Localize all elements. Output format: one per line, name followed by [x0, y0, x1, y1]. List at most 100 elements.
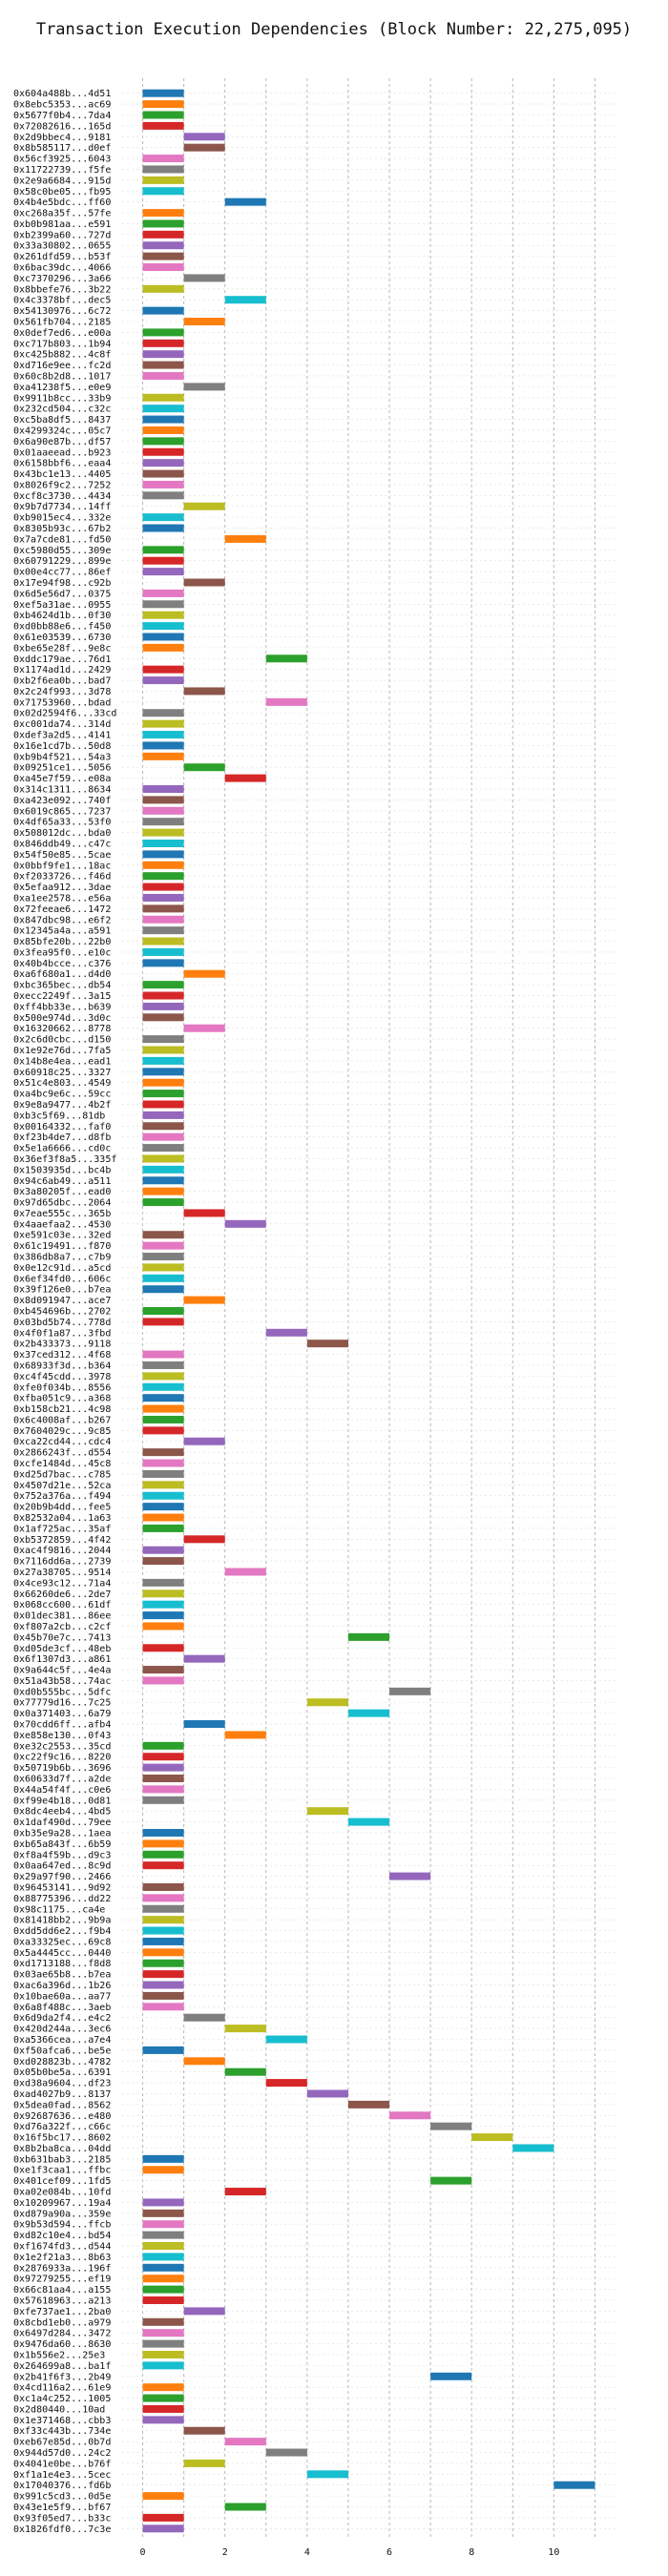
y-tick-label: 0xb2399a60...727d	[13, 230, 111, 240]
bar	[347, 1709, 390, 1717]
y-tick-label: 0x10209967...19a4	[13, 2198, 111, 2209]
bar	[142, 2296, 184, 2304]
x-tick-label: 0	[140, 2547, 146, 2558]
y-tick-label: 0x17040376...fd6b	[13, 2481, 111, 2491]
y-tick-label: 0x232cd504...c32c	[13, 405, 111, 415]
y-tick-label: 0x16f5bc17...8602	[13, 2133, 111, 2144]
y-tick-label: 0xf33c443b...734e	[13, 2426, 111, 2437]
bar	[142, 459, 184, 467]
y-tick-label: 0x846ddb49...c47c	[13, 839, 111, 849]
bar	[183, 383, 225, 391]
bar	[553, 2481, 595, 2489]
bar	[142, 622, 184, 631]
y-tick-label: 0x72feeae6...1472	[13, 904, 111, 915]
bar	[142, 1937, 184, 1945]
y-tick-label: 0x00164332...faf0	[13, 1122, 111, 1132]
y-tick-label: 0x6019c865...7237	[13, 806, 111, 817]
y-tick-label: 0x81418bb2...9b9a	[13, 1916, 111, 1926]
y-tick-label: 0x847dbc98...e6f2	[13, 915, 111, 925]
y-tick-label: 0x264699a8...ba1f	[13, 2361, 111, 2372]
y-tick-label: 0x54f50e85...5cae	[13, 850, 111, 861]
y-tick-label: 0x11722739...f5fe	[13, 165, 111, 176]
y-tick-label: 0x10bae60a...aa77	[13, 1991, 111, 2002]
y-tick-label: 0x60c8b2d8...1017	[13, 371, 111, 382]
bar	[142, 926, 184, 935]
bar	[142, 1263, 184, 1272]
bar	[142, 1187, 184, 1195]
bar	[142, 1622, 184, 1631]
bar	[142, 89, 184, 97]
y-tick-label: 0xa33325ec...69c8	[13, 1937, 111, 1947]
bar	[347, 2100, 390, 2109]
y-tick-label: 0x58c0be05...fb95	[13, 187, 111, 197]
bar	[142, 2285, 184, 2294]
y-tick-label: 0xcfe1484d...45c8	[13, 1459, 111, 1469]
y-tick-label: 0xd0bb88e6...f450	[13, 622, 111, 633]
y-tick-label: 0x68933f3d...b364	[13, 1361, 111, 1371]
y-tick-label: 0xd028823b...4782	[13, 2057, 111, 2067]
bar	[142, 263, 184, 272]
bar	[142, 1828, 184, 1837]
bar	[142, 1404, 184, 1413]
bar	[183, 133, 225, 141]
y-tick-label: 0x43e1e5f9...bf67	[13, 2503, 111, 2513]
bar	[183, 143, 225, 152]
y-tick-label: 0x6c4008af...b267	[13, 1415, 111, 1425]
y-tick-label: 0xb3c5f69...81db	[13, 1111, 105, 1121]
bar	[306, 1807, 348, 1816]
bar	[142, 1775, 184, 1783]
y-tick-label: 0xc425b882...4c8f	[13, 350, 111, 361]
y-tick-label: 0x2b41f6f3...2b49	[13, 2372, 111, 2382]
bar	[142, 2394, 184, 2402]
y-tick-label: 0x9911b8cc...33b9	[13, 393, 111, 404]
y-tick-label: 0x29a97f90...2466	[13, 1872, 111, 1882]
bar	[142, 589, 184, 597]
y-tick-label: 0x71753960...bdad	[13, 697, 111, 708]
y-tick-label: 0xc1a4c252...1005	[13, 2394, 111, 2404]
bar	[142, 155, 184, 163]
bar	[183, 2057, 225, 2066]
y-tick-label: 0xac6a396d...1b26	[13, 1981, 111, 1991]
bar	[224, 2438, 266, 2446]
bar	[224, 1568, 266, 1576]
y-tick-label: 0x1826fdf0...7c3e	[13, 2524, 111, 2535]
y-tick-label: 0xd25d7bac...c785	[13, 1469, 111, 1480]
y-tick-label: 0x4507d21e...52ca	[13, 1481, 111, 1491]
bar	[142, 741, 184, 750]
y-tick-label: 0xc001da74...314d	[13, 719, 111, 730]
bar	[142, 546, 184, 554]
y-tick-label: 0x9b53d594...ffcb	[13, 2220, 111, 2231]
y-tick-label: 0x604a488b...4d51	[13, 89, 111, 99]
bar	[142, 1111, 184, 1119]
y-tick-label: 0x9476da60...8630	[13, 2339, 111, 2350]
bar	[224, 534, 266, 543]
bar	[142, 556, 184, 565]
bar	[142, 284, 184, 293]
bar	[142, 1524, 184, 1532]
y-tick-label: 0xa5366cea...a7e4	[13, 2035, 111, 2046]
y-tick-label: 0xf1a1e4e3...5cec	[13, 2470, 111, 2481]
y-tick-label: 0xb4624d1b...0f30	[13, 611, 111, 621]
y-tick-label: 0xfe737ae1...2ba0	[13, 2307, 111, 2317]
bar	[142, 2242, 184, 2251]
bar	[142, 2416, 184, 2424]
bar	[142, 1285, 184, 1294]
bar	[389, 1687, 431, 1695]
bar	[306, 1698, 348, 1707]
y-tick-label: 0x0e12c91d...a5cd	[13, 1263, 111, 1274]
y-tick-label: 0x1503935d...bc4b	[13, 1165, 111, 1175]
bar	[183, 2426, 225, 2435]
y-tick-label: 0x57618963...a213	[13, 2296, 111, 2306]
y-tick-label: 0x401cef09...1fd5	[13, 2176, 111, 2187]
y-tick-label: 0x2d80440...10ad	[13, 2404, 105, 2415]
y-tick-label: 0x82532a04...1a63	[13, 1513, 111, 1524]
y-tick-label: 0xb158cb21...4c98	[13, 1404, 111, 1415]
y-tick-label: 0x92687636...e480	[13, 2111, 111, 2122]
bar	[142, 1589, 184, 1598]
y-tick-label: 0x8b2ba8ca...04dd	[13, 2144, 111, 2154]
bar	[183, 1654, 225, 1663]
y-tick-label: 0x5a4445cc...0440	[13, 1948, 111, 1959]
bar	[142, 1503, 184, 1511]
bar	[142, 350, 184, 359]
bar	[347, 1632, 390, 1641]
